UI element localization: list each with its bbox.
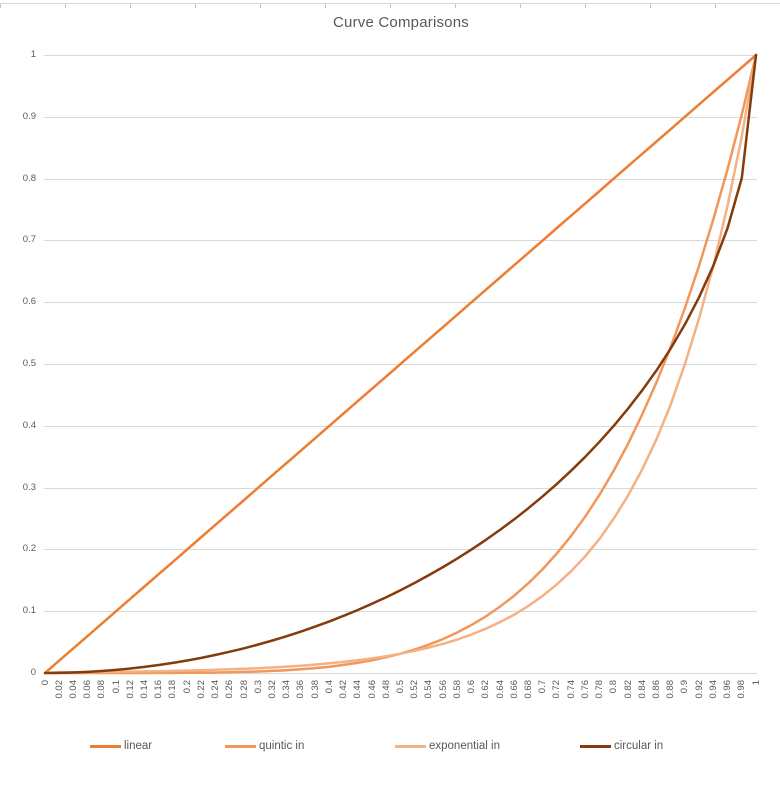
legend-item-circular-in[interactable]: circular in <box>580 739 663 754</box>
x-axis-label: 0.44 <box>352 680 364 699</box>
x-axis-label: 0.96 <box>722 680 734 699</box>
series-line-exponential-in[interactable] <box>43 53 758 675</box>
y-axis-label: 0 <box>30 667 36 678</box>
x-axis-label: 0.6 <box>466 680 478 694</box>
y-axis-label: 0.9 <box>22 110 36 122</box>
x-axis-label: 0.06 <box>82 680 94 699</box>
x-axis-label: 0.7 <box>537 680 549 694</box>
y-axis-label: 0.4 <box>22 419 36 431</box>
x-axis-label: 0.52 <box>409 680 421 699</box>
legend-label: quintic in <box>259 740 305 752</box>
x-axis-label: 0.4 <box>323 680 335 694</box>
x-axis-label: 0.78 <box>594 680 606 699</box>
x-axis-label: 0.04 <box>67 680 79 699</box>
legend-item-exponential-in[interactable]: exponential in <box>395 739 500 754</box>
legend-label: circular in <box>614 740 664 752</box>
x-axis-label: 0.66 <box>508 680 520 699</box>
x-axis-label: 0 <box>39 680 51 686</box>
y-axis-label: 0.5 <box>22 358 36 369</box>
y-axis-label: 0.7 <box>22 234 36 246</box>
x-axis-label: 0.12 <box>124 680 136 699</box>
x-axis-label: 0.94 <box>707 680 719 699</box>
x-axis-label: 0.84 <box>636 680 648 699</box>
x-axis-label: 0.24 <box>210 680 222 699</box>
x-axis-label: 0.16 <box>153 680 165 699</box>
series-line-linear[interactable] <box>43 53 758 675</box>
legend-swatch <box>395 745 426 748</box>
series-line-circular-in[interactable] <box>43 53 758 675</box>
y-axis-label: 0.8 <box>22 172 36 184</box>
x-axis-label: 0.3 <box>252 680 264 694</box>
x-axis-label: 0.8 <box>608 680 620 694</box>
y-axis-label: 0.3 <box>22 481 36 493</box>
x-axis-label: 0.58 <box>451 680 463 699</box>
x-axis-label: 0.2 <box>181 680 193 694</box>
y-axis-label: 0.2 <box>22 543 36 555</box>
spreadsheet-top-edge <box>0 3 780 8</box>
plot-area[interactable] <box>0 0 780 735</box>
legend-label: linear <box>124 740 153 752</box>
x-axis-label: 0.74 <box>565 680 577 699</box>
x-axis-label: 0.26 <box>224 680 236 699</box>
y-axis-label: 1 <box>30 49 36 60</box>
x-axis-label: 0.62 <box>480 680 492 699</box>
x-axis-label: 0.02 <box>53 680 65 699</box>
x-axis-label: 0.68 <box>522 680 534 699</box>
x-axis-label: 0.32 <box>267 680 279 699</box>
legend-item-quintic-in[interactable]: quintic in <box>225 739 304 754</box>
x-axis-label: 0.9 <box>679 680 691 694</box>
x-axis-label: 0.86 <box>650 680 662 699</box>
x-axis-label: 0.5 <box>395 680 406 694</box>
x-axis-label: 0.38 <box>309 680 321 699</box>
x-axis-label: 0.28 <box>238 680 250 699</box>
x-axis-label: 0.42 <box>338 680 350 699</box>
x-axis-label: 0.92 <box>693 680 705 699</box>
x-axis-label: 0.18 <box>167 680 179 699</box>
x-axis-label: 0.14 <box>139 680 151 699</box>
y-axis-label: 0.6 <box>22 296 36 308</box>
x-axis-label: 0.48 <box>380 680 392 699</box>
legend-swatch <box>225 745 256 748</box>
chart-title[interactable]: Curve Comparisons <box>333 14 469 31</box>
x-axis-label: 0.46 <box>366 680 378 699</box>
x-axis-label: 0.76 <box>579 680 591 699</box>
x-axis-label: 0.22 <box>195 680 207 699</box>
x-axis-label: 0.56 <box>437 680 449 699</box>
x-axis-label: 0.88 <box>665 680 677 699</box>
legend-swatch <box>90 745 121 748</box>
x-axis-label: 0.72 <box>551 680 563 699</box>
x-axis-label: 0.98 <box>736 680 748 699</box>
x-axis-label: 0.36 <box>295 680 307 699</box>
x-axis-label: 0.08 <box>96 680 108 699</box>
y-axis-label: 0.1 <box>22 605 36 617</box>
x-axis-label: 0.34 <box>281 680 293 699</box>
x-axis-label: 0.54 <box>423 680 435 699</box>
legend-swatch <box>580 745 611 748</box>
x-axis-label: 0.64 <box>494 680 506 699</box>
legend-item-linear[interactable]: linear <box>90 739 152 754</box>
x-axis-label: 1 <box>750 680 762 686</box>
legend-label: exponential in <box>429 740 500 752</box>
x-axis-label: 0.82 <box>622 680 634 699</box>
x-axis-label: 0.1 <box>110 680 122 694</box>
